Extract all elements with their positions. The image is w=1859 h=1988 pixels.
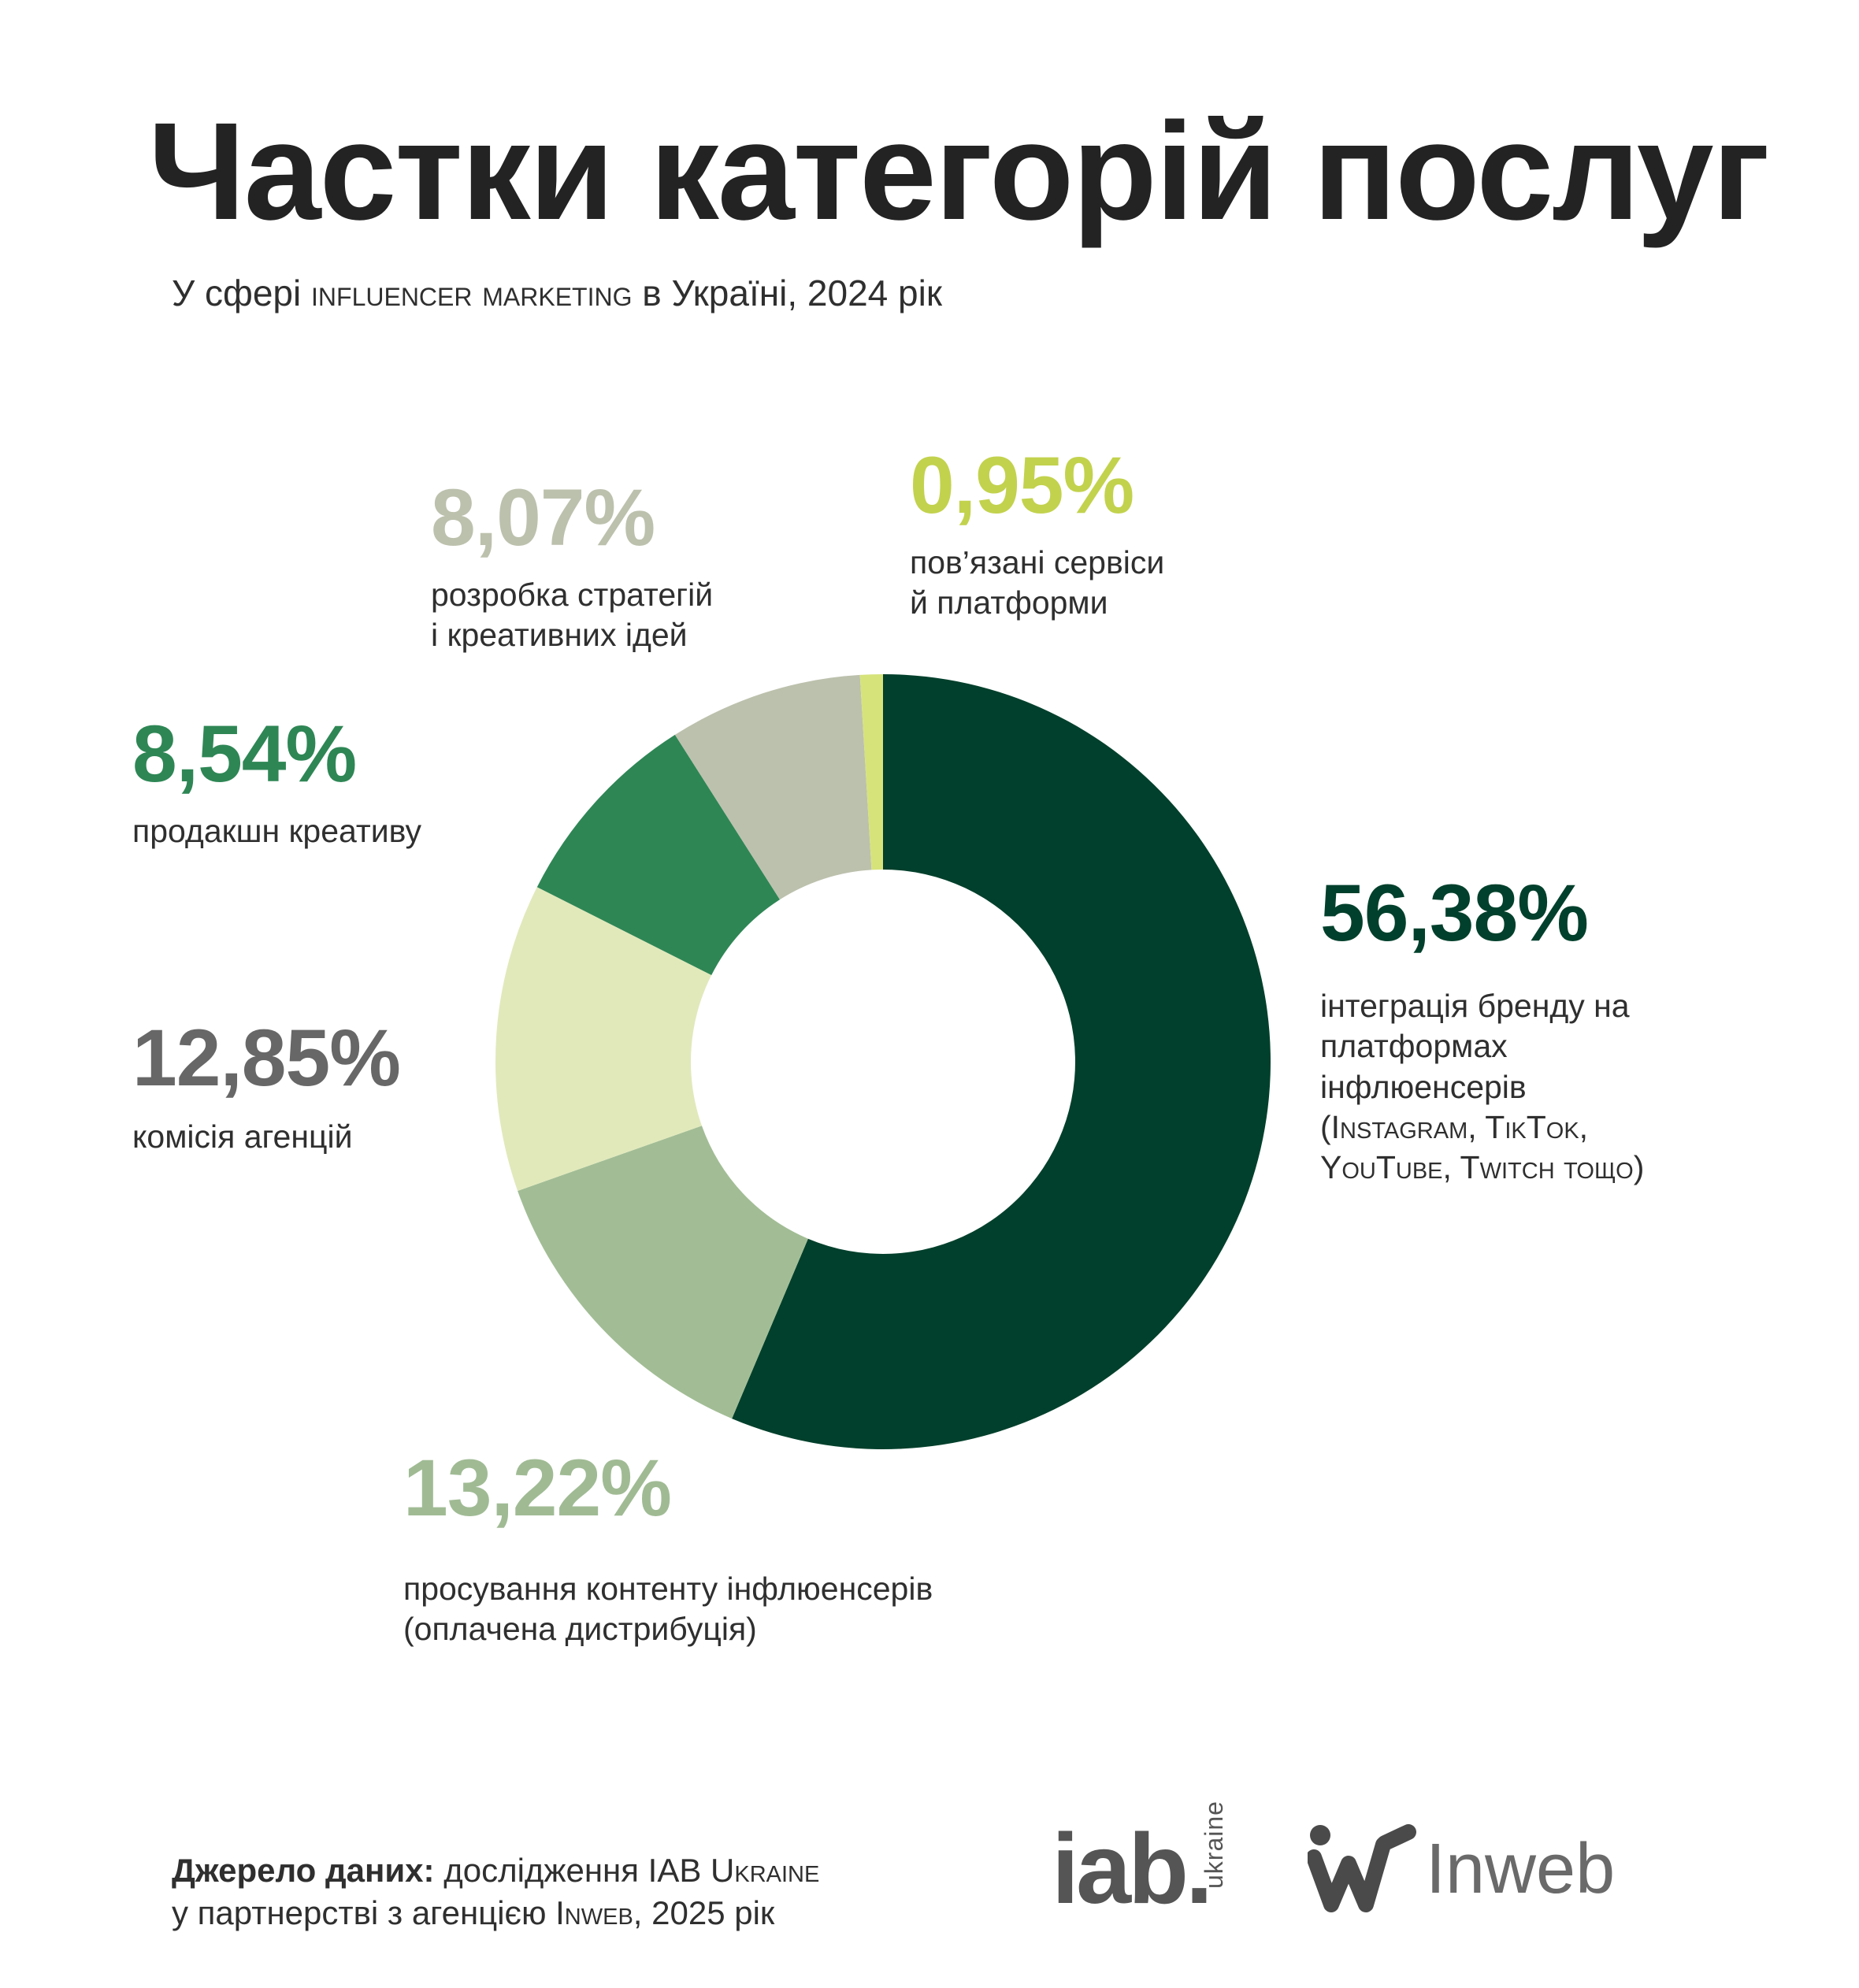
category-label: комісія агенцій bbox=[132, 1118, 353, 1155]
donut-slice-1 bbox=[518, 1126, 808, 1419]
source-note: Джерело даних: дослідження IAB Ukraine у… bbox=[172, 1852, 820, 1931]
label-creative-production: 8,54% продакшн креативу bbox=[132, 714, 421, 851]
data-label: 8,07% bbox=[431, 473, 655, 562]
iab-logo-sub: ukraine bbox=[1200, 1801, 1228, 1889]
inweb-logo-icon bbox=[1308, 1824, 1416, 1912]
data-label: 8,54% bbox=[132, 709, 357, 799]
donut-slice-5 bbox=[859, 674, 883, 870]
category-label: пов’язані сервіси й платформи bbox=[910, 544, 1165, 621]
label-brand-integration: 56,38% інтеграція бренду на платформах і… bbox=[1320, 873, 1644, 1188]
donut-slice-0 bbox=[732, 674, 1271, 1449]
data-label: 0,95% bbox=[910, 440, 1134, 530]
chart-title: Частки категорій послуг bbox=[148, 95, 1770, 249]
category-label: розробка стратегій і креативних ідей bbox=[431, 577, 714, 654]
label-agency-commission: 12,85% комісія агенцій bbox=[132, 1013, 401, 1157]
label-strategy-ideas: 8,07% розробка стратегій і креативних ід… bbox=[431, 477, 713, 656]
donut-slice-4 bbox=[674, 674, 872, 900]
category-label: інтеграція бренду на платформах інфлюенс… bbox=[1320, 988, 1645, 1185]
iab-logo: iab. ukraine bbox=[1052, 1788, 1241, 1922]
donut-slice-3 bbox=[536, 734, 781, 976]
inweb-logo: Inweb bbox=[1308, 1812, 1638, 1922]
donut-slice-2 bbox=[495, 887, 712, 1191]
data-label: 56,38% bbox=[1320, 868, 1589, 958]
category-label: просування контенту інфлюенсерів (оплаче… bbox=[403, 1571, 933, 1648]
iab-logo-word: iab. bbox=[1052, 1813, 1213, 1924]
chart-subtitle: У сфері influencer marketing в Україні, … bbox=[172, 273, 942, 313]
label-content-promotion: 13,22% просування контенту інфлюенсерів … bbox=[403, 1448, 933, 1650]
data-label: 13,22% bbox=[403, 1443, 672, 1533]
label-related-services: 0,95% пов’язані сервіси й платформи bbox=[910, 445, 1164, 624]
inweb-logo-word: Inweb bbox=[1426, 1830, 1616, 1908]
data-label: 12,85% bbox=[132, 1013, 401, 1103]
category-label: продакшн креативу bbox=[132, 813, 421, 849]
